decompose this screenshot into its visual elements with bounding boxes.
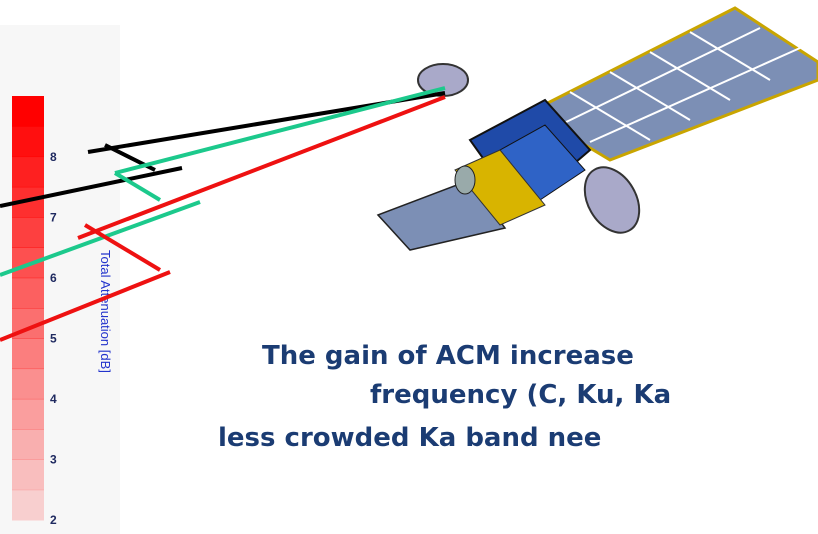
scale-tick: 7 (50, 211, 57, 225)
scale-band (12, 157, 44, 188)
scale-tick: 8 (50, 150, 57, 164)
scale-band (12, 490, 44, 521)
slide-graphic: 8 7 6 5 4 3 2 Total Attenuation [dB] The gain … (0, 0, 818, 534)
scale-band (12, 429, 44, 460)
scale-tick: 3 (50, 453, 57, 467)
satellite (378, 8, 818, 250)
scale-band (12, 369, 44, 400)
scale-band (12, 399, 44, 430)
scale-tick: 5 (50, 332, 57, 346)
scale-tick: 6 (50, 271, 57, 285)
scale-tick: 4 (50, 392, 57, 406)
scale-tick: 2 (50, 513, 57, 527)
message-line: less crowded Ka band nee (218, 423, 601, 453)
scale-band (12, 459, 44, 490)
message-line: The gain of ACM increase (262, 341, 634, 371)
slide: 8 7 6 5 4 3 2 Total Attenuation [dB] The gain … (0, 0, 818, 534)
message-line: frequency (C, Ku, Ka (370, 380, 671, 410)
scale-band (12, 278, 44, 309)
scale-band (12, 338, 44, 369)
scale-band (12, 126, 44, 157)
scale-label: Total Attenuation [dB] (98, 250, 113, 373)
scale-band (12, 217, 44, 248)
scale-band (12, 96, 44, 127)
